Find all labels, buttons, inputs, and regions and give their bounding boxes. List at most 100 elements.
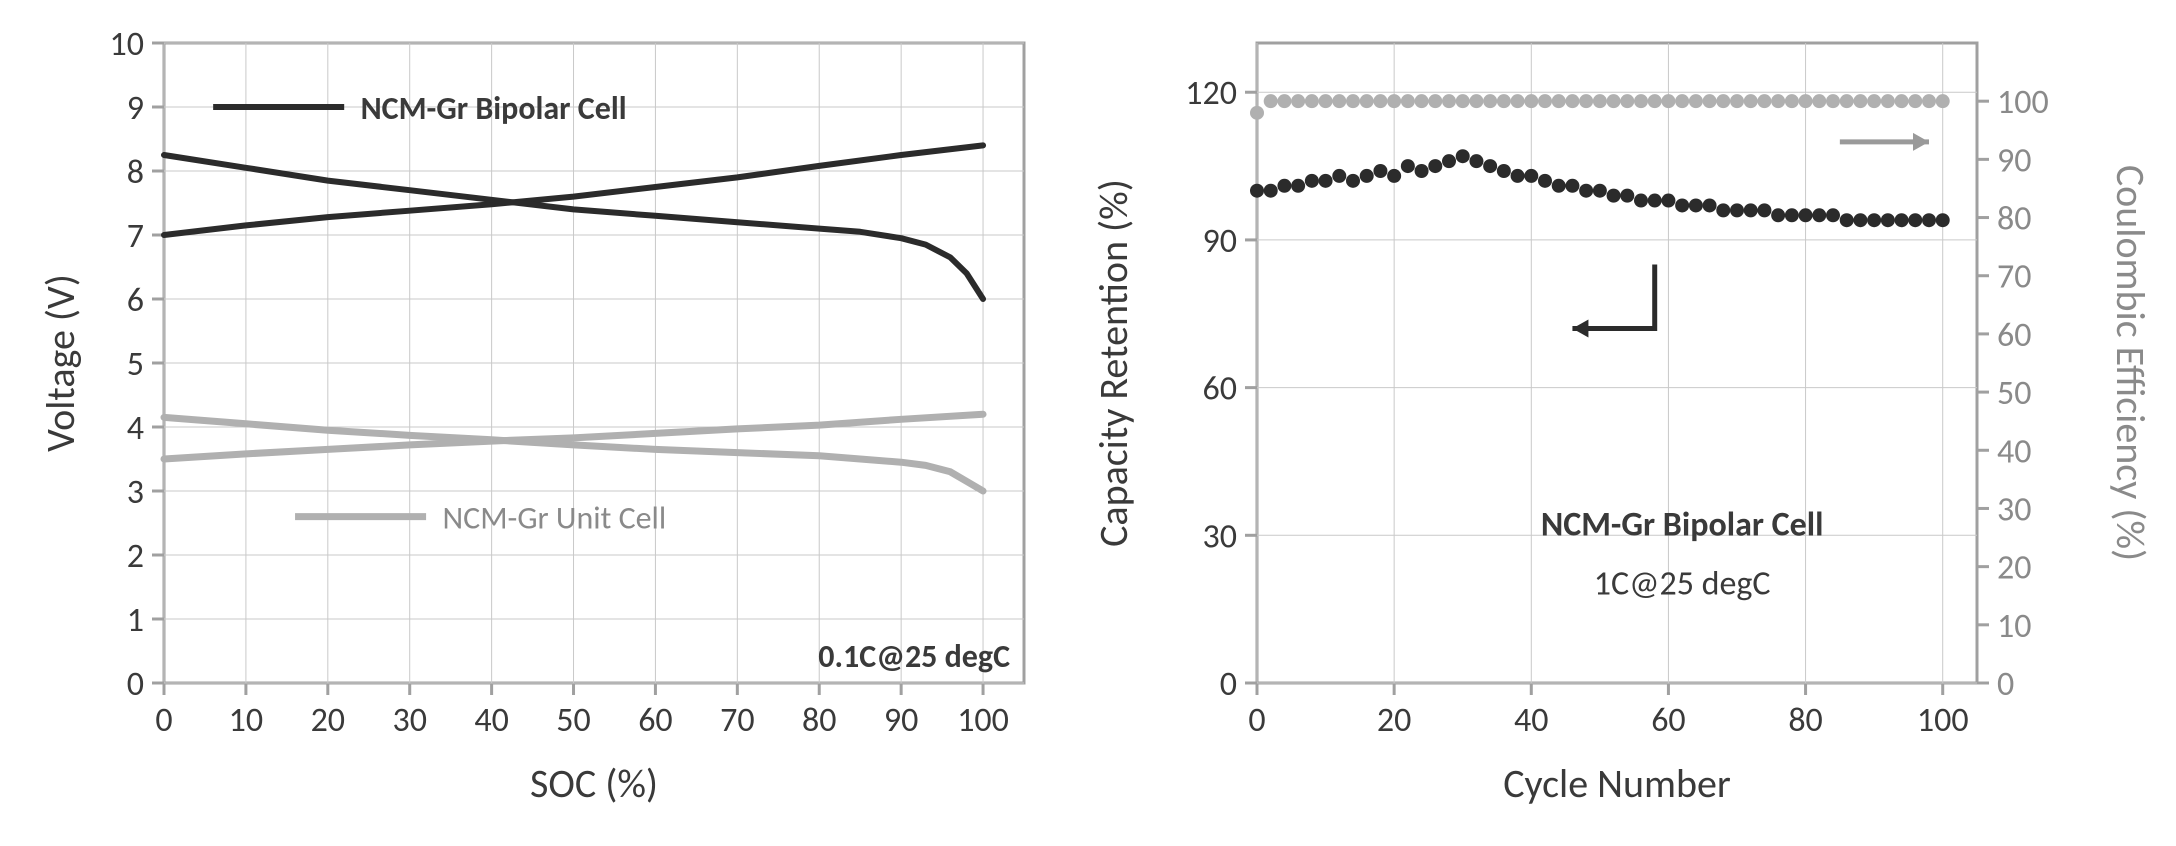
xtick-label: 20 (311, 700, 345, 741)
marker-efficiency (1579, 94, 1593, 108)
marker-capacity (1250, 184, 1264, 198)
marker-capacity (1895, 213, 1909, 227)
marker-efficiency (1881, 94, 1895, 108)
ytick-left-label: 120 (1185, 73, 1237, 114)
ytick-left-label: 90 (1203, 221, 1237, 262)
marker-efficiency (1387, 94, 1401, 108)
marker-capacity (1812, 208, 1826, 222)
xtick-label: 60 (638, 700, 672, 741)
marker-capacity (1799, 208, 1813, 222)
xtick-label: 80 (1788, 700, 1822, 741)
xtick-label: 40 (474, 700, 508, 741)
marker-capacity (1579, 184, 1593, 198)
marker-efficiency (1812, 94, 1826, 108)
marker-capacity (1785, 208, 1799, 222)
marker-capacity (1401, 159, 1415, 173)
marker-efficiency (1771, 94, 1785, 108)
marker-efficiency (1757, 94, 1771, 108)
marker-efficiency (1840, 94, 1854, 108)
xtick-label: 0 (1248, 700, 1265, 741)
marker-capacity (1277, 179, 1291, 193)
marker-efficiency (1264, 94, 1278, 108)
ytick-label: 2 (127, 536, 144, 577)
marker-capacity (1771, 208, 1785, 222)
marker-efficiency (1428, 94, 1442, 108)
marker-efficiency (1373, 94, 1387, 108)
marker-efficiency (1538, 94, 1552, 108)
marker-efficiency (1716, 94, 1730, 108)
chart-title-line-1: NCM-Gr Bipolar Cell (1541, 504, 1824, 545)
ytick-right-label: 20 (1997, 548, 2031, 589)
marker-capacity (1387, 169, 1401, 183)
ytick-label: 7 (127, 216, 144, 257)
marker-efficiency (1360, 94, 1374, 108)
marker-capacity (1675, 198, 1689, 212)
marker-efficiency (1442, 94, 1456, 108)
xtick-label: 100 (1917, 700, 1969, 741)
ytick-right-label: 100 (1997, 82, 2049, 123)
marker-efficiency (1607, 94, 1621, 108)
marker-efficiency (1552, 94, 1566, 108)
marker-capacity (1456, 149, 1470, 163)
y-axis-label: Voltage (V) (36, 274, 85, 452)
marker-efficiency (1319, 94, 1333, 108)
ytick-left-label: 60 (1203, 369, 1237, 410)
ytick-left-label: 30 (1203, 516, 1237, 557)
marker-capacity (1853, 213, 1867, 227)
x-axis-label: SOC (%) (530, 759, 658, 808)
marker-capacity (1730, 203, 1744, 217)
marker-capacity (1757, 203, 1771, 217)
marker-capacity (1936, 213, 1950, 227)
marker-efficiency (1744, 94, 1758, 108)
marker-capacity (1661, 194, 1675, 208)
y-axis-left-label: Capacity Retention (%) (1089, 179, 1138, 547)
marker-efficiency (1785, 94, 1799, 108)
xtick-label: 40 (1514, 700, 1548, 741)
marker-capacity (1881, 213, 1895, 227)
marker-capacity (1538, 174, 1552, 188)
marker-capacity (1415, 164, 1429, 178)
marker-efficiency (1277, 94, 1291, 108)
marker-efficiency (1826, 94, 1840, 108)
xtick-label: 20 (1377, 700, 1411, 741)
marker-efficiency (1469, 94, 1483, 108)
marker-capacity (1634, 194, 1648, 208)
xtick-label: 90 (884, 700, 918, 741)
cycle-chart: 0204060801000306090120010203040506070809… (1072, 13, 2152, 833)
ytick-label: 4 (127, 408, 144, 449)
marker-capacity (1922, 213, 1936, 227)
y-axis-right-label: Coulombic Efficiency (%) (2106, 165, 2152, 561)
marker-efficiency (1346, 94, 1360, 108)
marker-efficiency (1675, 94, 1689, 108)
ytick-right-label: 40 (1997, 431, 2031, 472)
marker-efficiency (1703, 94, 1717, 108)
xtick-label: 70 (720, 700, 754, 741)
xtick-label: 50 (556, 700, 590, 741)
marker-efficiency (1867, 94, 1881, 108)
ytick-right-label: 70 (1997, 257, 2031, 298)
ytick-label: 8 (127, 152, 144, 193)
marker-capacity (1552, 179, 1566, 193)
marker-efficiency (1401, 94, 1415, 108)
x-axis-label: Cycle Number (1503, 759, 1731, 808)
marker-capacity (1744, 203, 1758, 217)
marker-efficiency (1511, 94, 1525, 108)
ytick-label: 10 (110, 24, 144, 65)
marker-efficiency (1908, 94, 1922, 108)
marker-capacity (1305, 174, 1319, 188)
marker-efficiency (1895, 94, 1909, 108)
marker-efficiency (1305, 94, 1319, 108)
marker-capacity (1620, 189, 1634, 203)
marker-capacity (1511, 169, 1525, 183)
marker-efficiency (1799, 94, 1813, 108)
marker-capacity (1607, 189, 1621, 203)
voltage-soc-chart: 0102030405060708090100012345678910SOC (%… (24, 13, 1064, 833)
ytick-right-label: 0 (1997, 664, 2014, 705)
marker-capacity (1373, 164, 1387, 178)
marker-efficiency (1648, 94, 1662, 108)
marker-capacity (1469, 154, 1483, 168)
marker-efficiency (1922, 94, 1936, 108)
marker-capacity (1716, 203, 1730, 217)
marker-capacity (1867, 213, 1881, 227)
marker-efficiency (1332, 94, 1346, 108)
